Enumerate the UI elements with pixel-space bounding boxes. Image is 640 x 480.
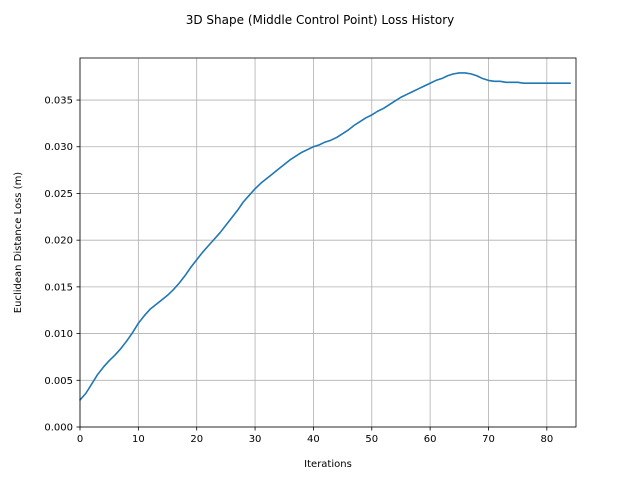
x-tick-label: 80 [540, 434, 553, 445]
x-tick-label: 30 [249, 434, 262, 445]
x-tick-label: 40 [307, 434, 320, 445]
x-tick-label: 10 [132, 434, 145, 445]
x-tick-label: 20 [190, 434, 203, 445]
y-tick-label: 0.010 [44, 329, 73, 340]
y-tick-label: 0.015 [44, 282, 73, 293]
chart-title: 3D Shape (Middle Control Point) Loss His… [186, 13, 455, 27]
series-layer [79, 72, 571, 401]
y-axis-ticks: 0.000 0.005 0.010 0.015 0.020 0.025 0.030 0.035 [44, 96, 80, 434]
y-tick-label: 0.025 [44, 189, 73, 200]
x-tick-label: 50 [365, 434, 378, 445]
y-tick-label: 0.005 [44, 376, 73, 387]
x-axis-ticks: 0 10 20 30 40 50 60 70 80 [77, 427, 553, 445]
y-axis-label: Euclidean Distance Loss (m) [13, 172, 24, 314]
y-tick-label: 0.030 [44, 142, 73, 153]
x-tick-label: 70 [482, 434, 495, 445]
y-tick-label: 0.035 [44, 96, 73, 107]
x-tick-label: 60 [424, 434, 437, 445]
x-axis-label: Iterations [304, 459, 352, 470]
plot-frame [79, 57, 577, 428]
x-tick-label: 0 [77, 434, 83, 445]
y-tick-label: 0.000 [44, 423, 73, 434]
loss-series-line [79, 72, 571, 401]
y-tick-label: 0.020 [44, 236, 73, 247]
